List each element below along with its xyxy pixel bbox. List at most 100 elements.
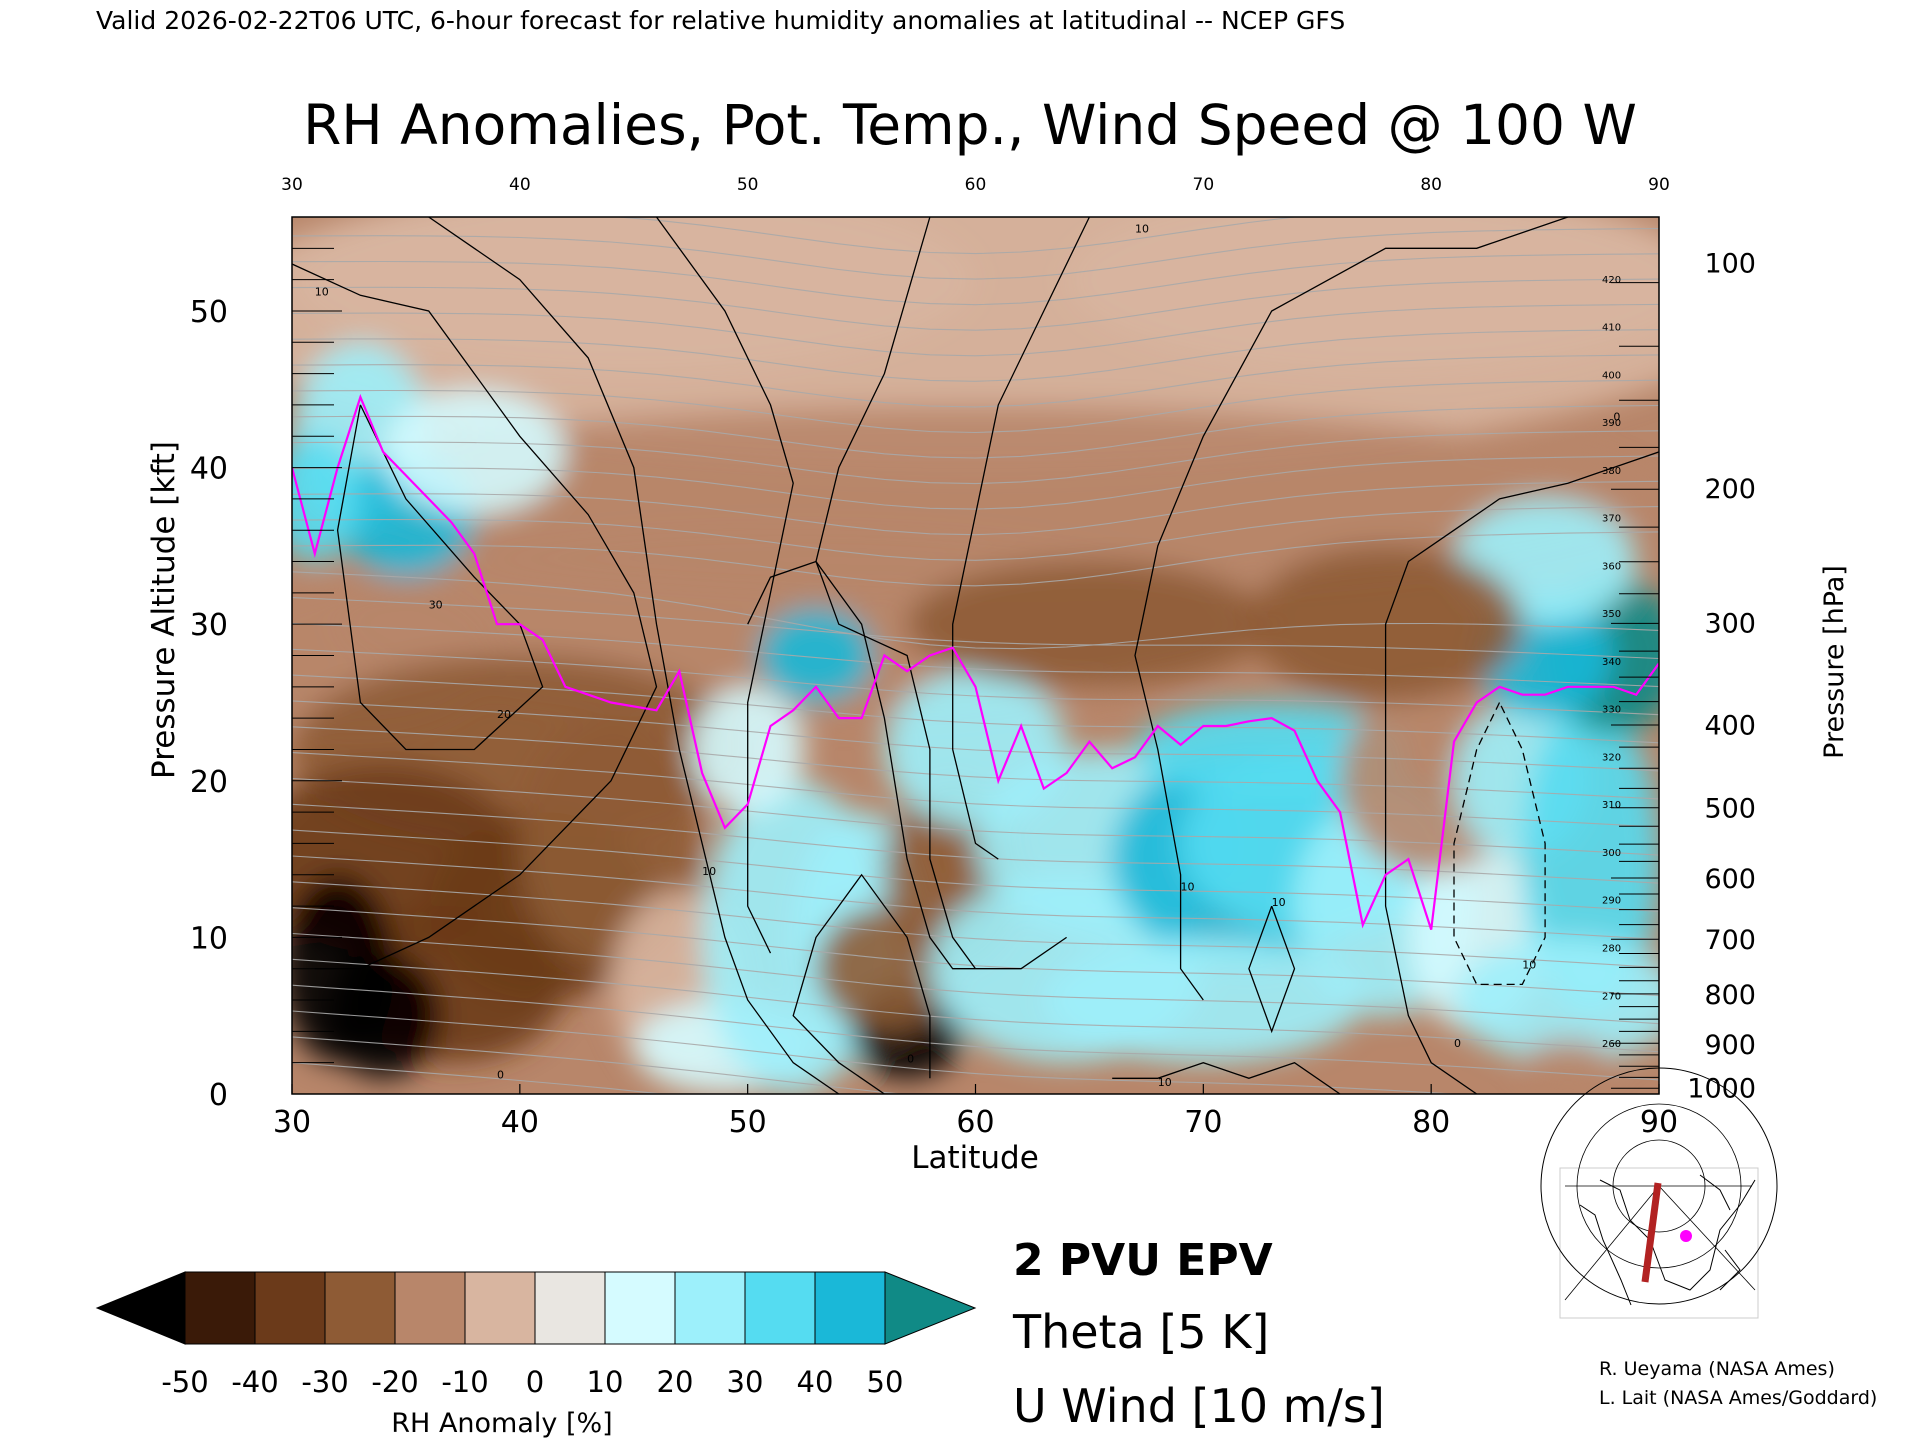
- theta-contour-11: [292, 777, 1659, 856]
- theta-contour-19: [292, 571, 1659, 650]
- y-tick-label-20: 20: [190, 765, 228, 800]
- rh-blob-27: [1043, 937, 1363, 1063]
- wind-contour-3: [655, 217, 794, 954]
- theta-contour-24: [292, 430, 1659, 485]
- theta-contour-1: [292, 1036, 907, 1094]
- wind-label-0: 10: [315, 285, 329, 298]
- y-tick-label-30: 30: [190, 608, 228, 643]
- wind-contour-6: [792, 873, 976, 1094]
- theta-contour-28: [292, 329, 1659, 382]
- map-marker: [1680, 1230, 1692, 1242]
- p-tick-label-1000: 1000: [1687, 1074, 1756, 1105]
- wind-contour-9: [1384, 451, 1659, 1094]
- theta-contour-25: [292, 404, 1659, 459]
- wind-contour-0: [336, 404, 544, 751]
- rh-blob-43: [907, 561, 1272, 687]
- valid-time-line: Valid 2026-02-22T06 UTC, 6-hour forecast…: [96, 6, 1345, 35]
- p-tick-label-900: 900: [1704, 1030, 1756, 1061]
- colorbar-segment-9: [814, 1271, 886, 1345]
- p-tick-label-600: 600: [1704, 864, 1756, 895]
- y-axis-label: Pressure Altitude [kft]: [146, 441, 182, 779]
- theta-contour-26: [292, 379, 1659, 434]
- theta-label-380: 380: [1602, 466, 1621, 477]
- u-wind-contours: 10 30 20 10 0 10 10 10 0 10 10 0 0: [292, 217, 1659, 1094]
- x-tick-label-80: 80: [1412, 1105, 1450, 1140]
- colorbar-segment-4: [464, 1271, 536, 1345]
- p-tick-label-800: 800: [1704, 980, 1756, 1011]
- colorbar-tick-3: -20: [371, 1365, 418, 1399]
- theta-contour-15: [292, 674, 1659, 744]
- y-tick-label-50: 50: [190, 295, 228, 330]
- theta-contour-18: [292, 597, 1659, 660]
- wind-label-2: 20: [497, 708, 511, 721]
- wind-label-6: 10: [1272, 896, 1286, 909]
- theta-contour-17: [292, 622, 1659, 688]
- wind-label-12: 0: [1613, 411, 1620, 424]
- theta-contour-20: [292, 531, 1659, 587]
- x-tick-label-50: 50: [729, 1105, 767, 1140]
- theta-contour-3: [292, 984, 1659, 1081]
- wind-label-5: 10: [1135, 223, 1149, 236]
- colorbar-tick-7: 20: [657, 1365, 694, 1399]
- wind-label-8: 0: [1454, 1037, 1461, 1050]
- wind-label-11: 0: [497, 1068, 504, 1081]
- colorbar-segment-7: [674, 1271, 746, 1345]
- theta-label-280: 280: [1602, 943, 1621, 954]
- x-top-tick-label-90: 90: [1648, 175, 1670, 195]
- wind-contour-7: [952, 217, 1090, 860]
- wind-contour-8: [1134, 217, 1569, 1001]
- rh-blob-42: [383, 389, 566, 515]
- theta-contour-12: [292, 752, 1659, 828]
- y-tick-label-40: 40: [190, 452, 228, 487]
- theta-contour-9: [292, 829, 1659, 912]
- theta-label-270: 270: [1602, 991, 1621, 1002]
- x-tick-label-60: 60: [956, 1105, 994, 1140]
- x-top-tick-label-80: 80: [1420, 175, 1442, 195]
- colorbar-tick-1: -40: [231, 1365, 278, 1399]
- theta-label-330: 330: [1602, 705, 1621, 716]
- p-tick-label-400: 400: [1704, 710, 1756, 741]
- colorbar: [95, 1271, 977, 1345]
- colorbar-segment-5: [534, 1271, 606, 1345]
- rh-blob-37: [1453, 937, 1659, 1063]
- legend-theta: Theta [5 K]: [1012, 1305, 1269, 1359]
- p-tick-label-100: 100: [1704, 248, 1756, 279]
- theta-contour-14: [292, 700, 1659, 772]
- map-circle: [1540, 1067, 1778, 1305]
- chart-title: RH Anomalies, Pot. Temp., Wind Speed @ 1…: [303, 93, 1637, 157]
- x-axis-top: 30 40 50 60 70 80 90: [281, 175, 1670, 195]
- theta-label-290: 290: [1602, 896, 1621, 907]
- colorbar-tick-5: 0: [526, 1365, 544, 1399]
- theta-label-260: 260: [1602, 1039, 1621, 1050]
- colorbar-tick-labels: -50 -40 -30 -20 -10 0 10 20 30 40 50: [161, 1365, 903, 1399]
- theta-contour-5: [292, 932, 1659, 1025]
- map-meridian-2: [1658, 1185, 1756, 1291]
- theta-contour-22: [292, 480, 1659, 536]
- x-top-tick-label-30: 30: [281, 175, 303, 195]
- colorbar-low-arrow: [95, 1271, 186, 1345]
- theta-contour-33: [612, 217, 1301, 255]
- credit-line-1: R. Ueyama (NASA Ames): [1599, 1358, 1835, 1380]
- x-tick-label-40: 40: [501, 1105, 539, 1140]
- x-tick-label-30: 30: [273, 1105, 311, 1140]
- x-top-tick-label-60: 60: [965, 175, 987, 195]
- map-meridian: [1564, 1185, 1660, 1301]
- wind-contour-12: [1112, 1061, 1341, 1094]
- wind-label-10: 10: [1158, 1076, 1172, 1089]
- theta-contour-27: [292, 354, 1659, 408]
- wind-contour-11: [1248, 905, 1296, 1034]
- x-axis-bottom: 30 40 50 60 70 80 90: [273, 1084, 1678, 1140]
- colorbar-tick-2: -30: [301, 1365, 348, 1399]
- x-top-tick-label-70: 70: [1193, 175, 1215, 195]
- legend-pv: 2 PVU EPV: [1013, 1235, 1273, 1286]
- wind-contour-4: [815, 217, 977, 970]
- rh-blob-16: [759, 608, 873, 703]
- theta-contours: 2602702802903003103203303403503603703803…: [292, 217, 1659, 1094]
- theta-contour-23: [292, 455, 1659, 510]
- theta-label-350: 350: [1602, 609, 1621, 620]
- y-tick-label-0: 0: [209, 1078, 228, 1113]
- rh-blob-1: [292, 217, 976, 374]
- rh-blob-38: [1522, 1039, 1614, 1087]
- theta-contour-21: [292, 506, 1659, 561]
